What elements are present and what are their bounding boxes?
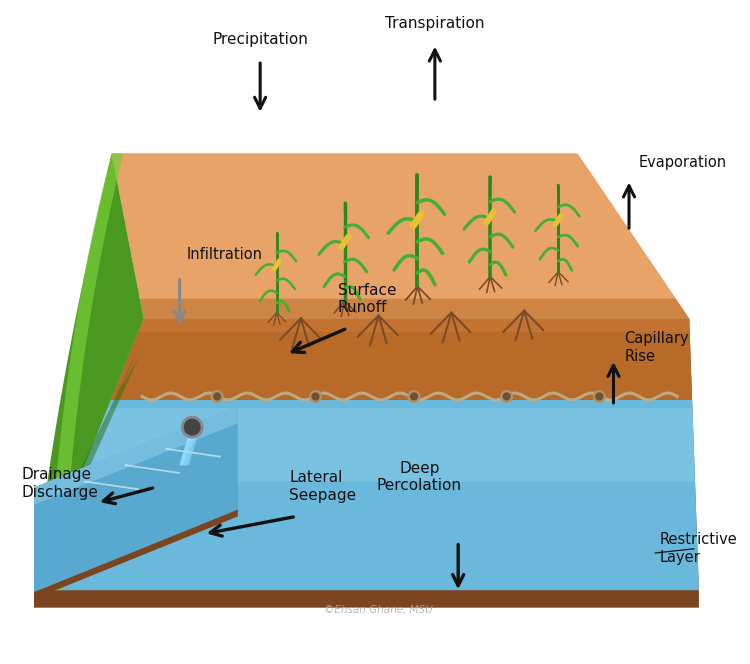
Polygon shape [111,319,692,400]
Text: Lateral
Seepage: Lateral Seepage [290,470,356,503]
Polygon shape [34,406,238,505]
Polygon shape [140,299,689,319]
Polygon shape [138,319,690,332]
Circle shape [408,390,420,402]
Text: Transpiration: Transpiration [385,16,484,31]
Circle shape [596,393,603,400]
Polygon shape [112,153,676,299]
Circle shape [211,390,223,402]
Text: Capillary
Rise: Capillary Rise [624,331,688,364]
Circle shape [214,393,220,400]
Text: Drainage
Discharge: Drainage Discharge [21,467,98,499]
Circle shape [310,390,322,402]
Text: ©Ehsan Ghane, MSU: ©Ehsan Ghane, MSU [324,605,433,615]
Circle shape [503,393,510,400]
Text: Surface
Runoff: Surface Runoff [338,283,396,315]
Polygon shape [34,400,699,590]
Text: Infiltration: Infiltration [186,247,262,262]
Text: Evaporation: Evaporation [639,155,727,170]
Circle shape [501,390,512,402]
Polygon shape [34,510,238,599]
Polygon shape [78,408,695,481]
Text: Precipitation: Precipitation [212,32,308,46]
Polygon shape [34,153,144,590]
Circle shape [312,393,319,400]
Circle shape [593,390,605,402]
Polygon shape [34,347,139,590]
Polygon shape [112,153,689,319]
Polygon shape [34,319,699,608]
Polygon shape [49,153,123,590]
Text: Deep
Percolation: Deep Percolation [376,461,462,493]
Polygon shape [34,406,238,592]
Circle shape [410,393,418,400]
Circle shape [184,420,200,435]
Text: Restrictive
Layer: Restrictive Layer [660,533,738,564]
Circle shape [182,416,203,438]
Polygon shape [0,10,728,654]
